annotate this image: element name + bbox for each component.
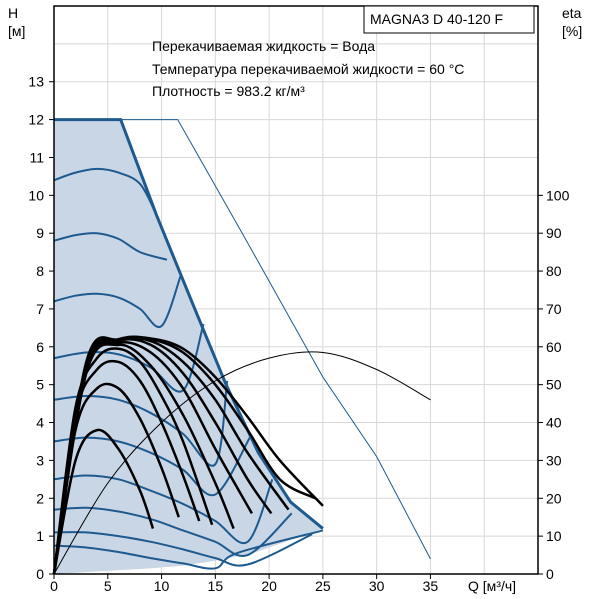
annotation-3: Плотность = 983.2 кг/м³ — [152, 83, 305, 99]
y-tick-label: 5 — [36, 377, 44, 393]
y-tick-label: 1 — [36, 528, 44, 544]
y-tick-label: 4 — [36, 415, 44, 431]
x-tick-label: 0 — [50, 578, 58, 594]
head-curve — [53, 529, 324, 570]
x-tick-label: 35 — [423, 578, 439, 594]
labels: 0 5 10 15 20 25 30 3501234567891011121301020304… — [28, 74, 569, 594]
x-tick-label: 10 — [154, 578, 170, 594]
head-curve — [53, 380, 229, 467]
head-curve — [53, 323, 205, 393]
y2-tick-label: 90 — [546, 225, 562, 241]
annotation-1: Перекачиваемая жидкость = Вода — [152, 38, 375, 54]
chart-title: MAGNA3 D 40-120 F — [370, 11, 503, 27]
head-curve — [53, 274, 182, 329]
y-axis-unit: [м] — [8, 23, 25, 39]
y2-tick-label: 70 — [546, 301, 562, 317]
y-tick-label: 2 — [36, 490, 44, 506]
x-tick-label: 15 — [208, 578, 224, 594]
y2-tick-label: 0 — [546, 566, 554, 582]
head-curve — [53, 474, 274, 545]
y2-tick-label: 50 — [546, 377, 562, 393]
y-tick-label: 10 — [28, 187, 44, 203]
y-tick-label: 11 — [29, 149, 44, 165]
y2-tick-label: 40 — [546, 415, 562, 431]
plot-frame — [53, 5, 539, 575]
y-tick-label: 7 — [36, 301, 44, 317]
x-tick-label: 20 — [261, 578, 277, 594]
y-tick-label: 13 — [28, 74, 44, 90]
y-axis-label: H — [8, 5, 18, 21]
title-box — [363, 5, 535, 34]
head-curve — [53, 232, 168, 261]
y2-tick-label: 100 — [546, 187, 570, 203]
eta-curve — [52, 347, 214, 575]
x-tick-label: 5 — [104, 578, 112, 594]
eta-curve — [52, 428, 155, 575]
curves — [52, 118, 431, 575]
eta-thin-curve — [53, 351, 431, 575]
y2-axis-unit: [%] — [562, 23, 582, 39]
y2-tick-label: 10 — [546, 528, 562, 544]
y2-tick-label: 20 — [546, 490, 562, 506]
x-tick-label: 30 — [369, 578, 385, 594]
y2-tick-label: 60 — [546, 339, 562, 355]
max-power-line — [54, 119, 431, 560]
axes — [49, 5, 543, 579]
y-tick-label: 8 — [36, 263, 44, 279]
y2-tick-label: 30 — [546, 452, 562, 468]
x-axis-label: Q [м³/ч] — [468, 578, 516, 594]
y-tick-label: 0 — [36, 566, 44, 582]
max-head-curve — [54, 118, 324, 530]
operating-area — [54, 119, 323, 574]
eta-curve — [52, 335, 324, 575]
head-curve — [53, 167, 158, 215]
operating-area-fill — [54, 119, 323, 574]
head-curve — [53, 531, 313, 567]
y2-axis-label: eta — [562, 5, 582, 21]
y-tick-label: 12 — [28, 112, 44, 128]
y-tick-label: 3 — [36, 452, 44, 468]
y-tick-label: 6 — [36, 339, 44, 355]
y-tick-label: 9 — [36, 225, 44, 241]
x-tick-label: 25 — [315, 578, 331, 594]
annotation-2: Температура перекачиваемой жидкости = 60… — [152, 61, 464, 77]
head-curve — [53, 506, 293, 558]
y2-tick-label: 80 — [546, 263, 562, 279]
